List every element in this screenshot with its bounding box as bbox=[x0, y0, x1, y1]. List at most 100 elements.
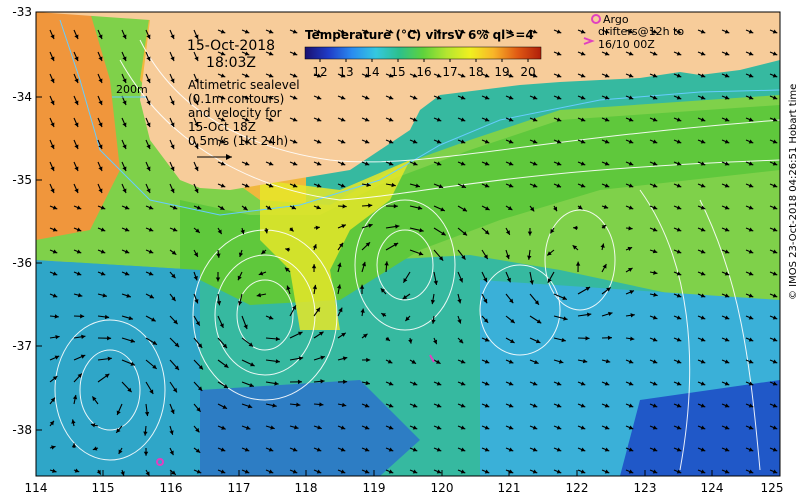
velocity-arrowhead bbox=[676, 381, 682, 386]
velocity-arrowhead bbox=[148, 249, 154, 254]
lon-tick-label: 123 bbox=[633, 481, 657, 495]
velocity-arrowhead bbox=[412, 403, 418, 408]
velocity-arrowhead bbox=[653, 270, 658, 275]
velocity-arrowhead bbox=[292, 469, 298, 474]
velocity-arrowhead bbox=[484, 139, 490, 144]
altimetry-note-line: 15-Oct 18Z bbox=[188, 120, 256, 134]
velocity-arrowhead bbox=[364, 447, 370, 452]
velocity-arrowhead bbox=[652, 73, 658, 78]
velocity-arrowhead bbox=[340, 117, 346, 122]
velocity-arrowhead bbox=[268, 29, 274, 34]
velocity-arrowhead bbox=[508, 359, 514, 364]
colorbar-tick-label: 13 bbox=[338, 65, 353, 79]
velocity-arrowhead bbox=[194, 188, 199, 194]
velocity-arrowhead bbox=[92, 396, 97, 401]
velocity-arrowhead bbox=[436, 73, 442, 78]
velocity-arrowhead bbox=[244, 139, 250, 144]
velocity-arrowhead bbox=[170, 122, 175, 128]
velocity-arrowhead bbox=[312, 284, 318, 290]
velocity-arrowhead bbox=[772, 73, 778, 78]
velocity-arrowhead bbox=[628, 183, 634, 188]
velocity-arrowhead bbox=[724, 447, 730, 452]
velocity-arrowhead bbox=[580, 425, 586, 430]
velocity-arrowhead bbox=[296, 402, 301, 407]
velocity-arrowhead bbox=[238, 252, 244, 257]
velocity-arrowhead bbox=[122, 78, 127, 84]
velocity-arrowhead bbox=[484, 117, 490, 122]
velocity-arrowhead bbox=[74, 188, 79, 194]
velocity-arrowhead bbox=[676, 315, 682, 320]
sealevel-contours bbox=[54, 39, 780, 471]
velocity-arrowhead bbox=[244, 447, 250, 452]
lat-tick-label: -35 bbox=[12, 173, 32, 187]
velocity-arrowhead bbox=[628, 205, 634, 210]
velocity-arrowhead bbox=[628, 425, 634, 430]
map-date: 15-Oct-2018 bbox=[186, 38, 276, 54]
velocity-arrowhead bbox=[292, 305, 296, 310]
velocity-arrowhead bbox=[173, 319, 178, 325]
velocity-arrowhead bbox=[604, 161, 610, 166]
velocity-arrowhead bbox=[264, 229, 269, 234]
velocity-arrowhead bbox=[630, 313, 635, 318]
velocity-arrowhead bbox=[607, 335, 612, 340]
velocity-arrowhead bbox=[316, 73, 322, 78]
velocity-arrowhead bbox=[319, 402, 324, 407]
velocity-arrowhead bbox=[438, 184, 444, 189]
colorbar-tick-label: 20 bbox=[520, 65, 535, 79]
drifter-legend-icon bbox=[583, 37, 595, 45]
velocity-arrowhead bbox=[195, 321, 200, 326]
velocity-arrowhead bbox=[388, 447, 394, 452]
velocity-arrowhead bbox=[116, 428, 121, 433]
velocity-arrowhead bbox=[628, 73, 634, 78]
velocity-arrowhead bbox=[220, 469, 226, 474]
velocity-arrowhead bbox=[585, 286, 591, 291]
velocity-arrowhead bbox=[50, 166, 55, 172]
map-frame bbox=[35, 11, 781, 477]
velocity-arrowhead bbox=[98, 56, 103, 62]
velocity-arrowhead bbox=[194, 166, 199, 172]
velocity-arrowhead bbox=[52, 468, 57, 473]
velocity-arrowhead bbox=[170, 56, 175, 62]
velocity-arrowhead bbox=[508, 73, 514, 78]
velocity-arrowhead bbox=[362, 333, 368, 339]
velocity-arrowhead bbox=[52, 205, 58, 210]
velocity-arrowhead bbox=[364, 403, 370, 408]
velocity-arrowhead bbox=[364, 469, 370, 474]
velocity-arrowhead bbox=[556, 469, 562, 474]
velocity-arrowhead bbox=[240, 229, 245, 235]
velocity-arrowhead bbox=[50, 100, 55, 106]
velocity-arrowhead bbox=[556, 95, 562, 100]
velocity-arrowhead bbox=[580, 161, 586, 166]
temperature-colorbar: 12 13 14 15 16 17 18 19 20 bbox=[304, 46, 542, 79]
eddy-contour bbox=[376, 229, 434, 301]
velocity-arrowhead bbox=[724, 29, 730, 34]
velocity-arrowhead bbox=[52, 376, 58, 381]
velocity-arrowhead bbox=[547, 278, 552, 283]
velocity-arrowhead bbox=[724, 51, 730, 56]
velocity-arrowhead bbox=[483, 298, 488, 304]
velocity-arrowhead bbox=[772, 271, 778, 276]
velocity-arrowhead bbox=[172, 205, 178, 210]
velocity-arrowhead bbox=[772, 403, 778, 408]
velocity-arrowhead bbox=[652, 315, 658, 320]
velocity-arrowhead bbox=[700, 161, 706, 166]
velocity-arrowhead bbox=[556, 447, 562, 452]
velocity-arrowhead bbox=[700, 139, 706, 144]
velocity-arrowhead bbox=[244, 469, 250, 474]
velocity-arrowhead bbox=[483, 318, 489, 323]
velocity-arrowhead bbox=[169, 450, 174, 456]
velocity-arrowhead bbox=[724, 403, 730, 408]
velocity-arrowhead bbox=[244, 73, 250, 78]
velocity-arrowhead bbox=[297, 379, 302, 385]
velocity-arrowhead bbox=[508, 117, 514, 122]
velocity-arrowhead bbox=[194, 78, 199, 84]
velocity-arrowhead bbox=[676, 161, 682, 166]
velocity-arrowhead bbox=[460, 381, 466, 386]
velocity-arrowhead bbox=[628, 359, 634, 364]
velocity-arrowhead bbox=[748, 183, 754, 188]
velocity-arrowhead bbox=[652, 205, 658, 210]
velocity-arrowhead bbox=[146, 144, 151, 150]
velocity-arrowhead bbox=[102, 293, 107, 298]
velocity-arrowhead bbox=[772, 227, 778, 232]
velocity-arrowhead bbox=[146, 166, 151, 172]
